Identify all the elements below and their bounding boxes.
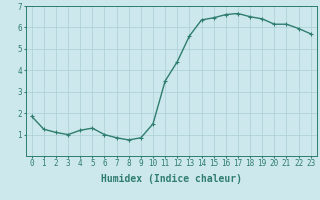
X-axis label: Humidex (Indice chaleur): Humidex (Indice chaleur) (101, 174, 242, 184)
